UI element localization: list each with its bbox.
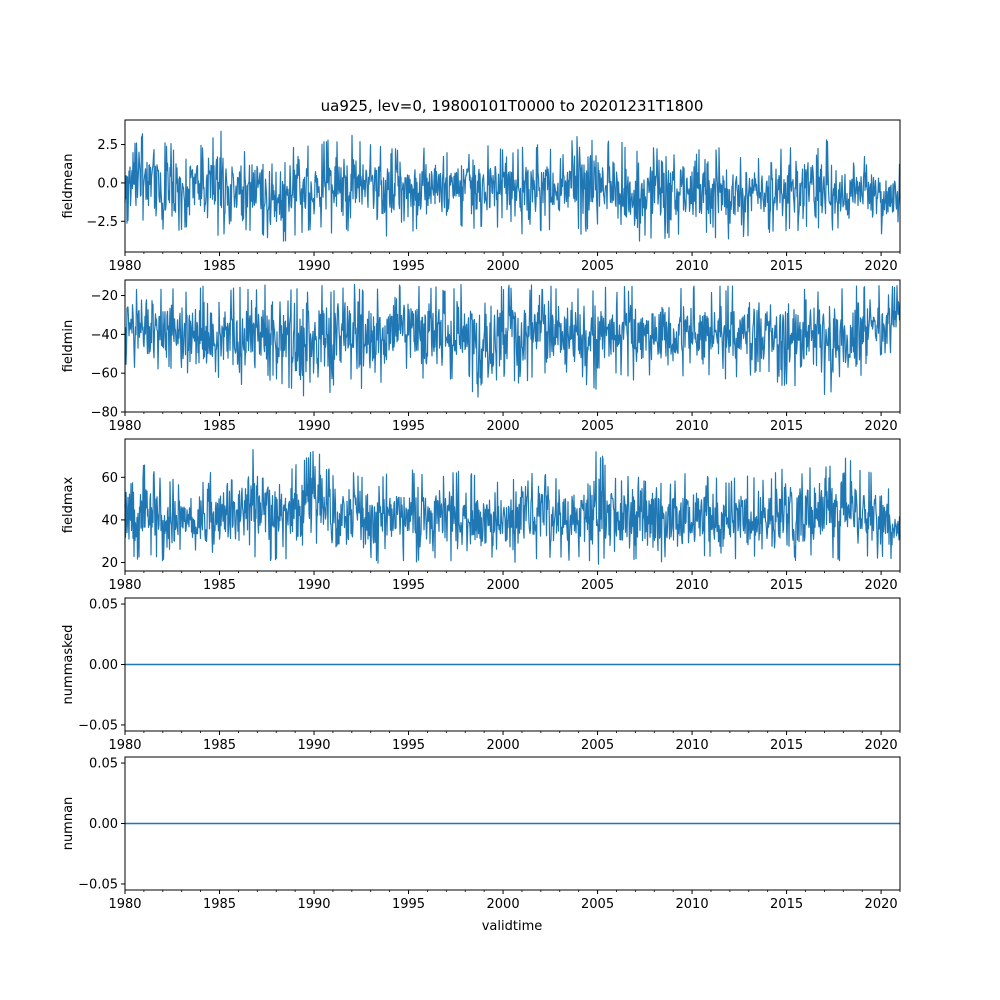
fieldmax-axes-frame: [124, 438, 901, 572]
fieldmean-axes-frame: [124, 119, 901, 253]
panel-nummasked: 0.05 0.00 −0.05 1980 1985 1990 1995 2000 2005 201…: [61, 597, 901, 753]
numnan-xtick-label: 1990: [297, 897, 330, 912]
fieldmax-series-line: [124, 449, 901, 565]
fieldmin-xtick-label: 1985: [203, 419, 236, 434]
fieldmean-ytick-label: 2.5: [97, 138, 118, 153]
numnan-xtick-label: 2000: [487, 897, 520, 912]
fieldmax-xtick-label: 1985: [203, 578, 236, 593]
numnan-ytick-label: 0.00: [89, 817, 118, 832]
numnan-xtick-label: 2010: [676, 897, 709, 912]
fieldmin-ytick-label: −80: [91, 406, 118, 421]
fieldmean-xtick-label: 1990: [297, 259, 330, 274]
fieldmin-xtick-label: 2005: [581, 419, 614, 434]
fieldmean-xtick-label: 2010: [676, 259, 709, 274]
numnan-y-axis-label: numnan: [61, 797, 76, 851]
fieldmin-xtick-label: 2010: [676, 419, 709, 434]
nummasked-xtick-label: 2000: [487, 738, 520, 753]
fieldmin-series-line: [124, 283, 901, 398]
fieldmin-ytick-label: −40: [91, 328, 118, 343]
fieldmean-xtick-label: 2000: [487, 259, 520, 274]
panel-numnan: 0.05 0.00 −0.05 1980 1985 1990 1995 2000 2005 201…: [61, 756, 901, 912]
nummasked-ytick-label: 0.05: [89, 598, 118, 613]
panels: 2.5 0.0 −2.5 1980 1985 1990 1995 2000 2005 2010 20…: [61, 119, 901, 912]
numnan-xtick-label: 2020: [865, 897, 898, 912]
fieldmin-xtick-label: 1980: [108, 419, 141, 434]
fieldmax-xtick-label: 1995: [392, 578, 425, 593]
fieldmean-xtick-label: 2020: [865, 259, 898, 274]
fieldmean-ytick-label: 0.0: [97, 176, 118, 191]
fieldmin-axes-frame: [124, 279, 901, 413]
fieldmax-xtick-label: 2000: [487, 578, 520, 593]
numnan-xtick-label: 1980: [108, 897, 141, 912]
panel-fieldmax: 60 40 20 1980 1985 1990 1995 2000 2005 2010 2015 20…: [61, 438, 901, 593]
fieldmax-xtick-label: 2020: [865, 578, 898, 593]
fieldmin-xtick-label: 1990: [297, 419, 330, 434]
fieldmean-xtick-label: 1985: [203, 259, 236, 274]
figure-title: ua925, lev=0, 19800101T0000 to 20201231T…: [321, 97, 704, 115]
numnan-xtick-label: 1985: [203, 897, 236, 912]
fieldmin-ytick-label: −20: [91, 289, 118, 304]
fieldmax-ytick-label: 20: [101, 556, 118, 571]
x-axis-label: validtime: [482, 919, 543, 934]
numnan-ytick-label: −0.05: [78, 877, 118, 892]
nummasked-xtick-label: 2010: [676, 738, 709, 753]
fieldmin-xtick-label: 2020: [865, 419, 898, 434]
fieldmean-xtick-label: 2005: [581, 259, 614, 274]
fieldmean-xtick-label: 1980: [108, 259, 141, 274]
nummasked-ytick-label: 0.00: [89, 658, 118, 673]
fieldmax-xtick-label: 1980: [108, 578, 141, 593]
fieldmean-xtick-label: 2015: [770, 259, 803, 274]
nummasked-xtick-label: 2005: [581, 738, 614, 753]
fieldmean-y-axis-label: fieldmean: [61, 154, 76, 219]
fieldmax-ytick-label: 60: [101, 471, 118, 486]
fieldmax-xtick-label: 1990: [297, 578, 330, 593]
fieldmin-ytick-label: −60: [91, 367, 118, 382]
fieldmax-xtick-label: 2015: [770, 578, 803, 593]
nummasked-y-axis-label: nummasked: [61, 625, 76, 705]
fieldmin-y-axis-label: fieldmin: [61, 320, 76, 373]
nummasked-ytick-label: −0.05: [78, 718, 118, 733]
fieldmax-ytick-label: 40: [101, 513, 118, 528]
nummasked-xtick-label: 1995: [392, 738, 425, 753]
fieldmean-series-line: [124, 130, 901, 242]
fieldmin-xtick-label: 1995: [392, 419, 425, 434]
nummasked-xtick-label: 2015: [770, 738, 803, 753]
fieldmean-xtick-label: 1995: [392, 259, 425, 274]
panel-fieldmean: 2.5 0.0 −2.5 1980 1985 1990 1995 2000 2005 2010 20…: [61, 119, 901, 274]
fieldmax-xtick-label: 2005: [581, 578, 614, 593]
nummasked-xtick-label: 2020: [865, 738, 898, 753]
nummasked-xtick-label: 1990: [297, 738, 330, 753]
numnan-xtick-label: 2005: [581, 897, 614, 912]
numnan-xtick-label: 2015: [770, 897, 803, 912]
fieldmean-ytick-label: −2.5: [86, 215, 118, 230]
nummasked-xtick-label: 1985: [203, 738, 236, 753]
nummasked-xtick-label: 1980: [108, 738, 141, 753]
fieldmax-y-axis-label: fieldmax: [61, 477, 76, 534]
fieldmin-xtick-label: 2015: [770, 419, 803, 434]
numnan-ytick-label: 0.05: [89, 757, 118, 772]
fieldmin-xtick-label: 2000: [487, 419, 520, 434]
fieldmax-xtick-label: 2010: [676, 578, 709, 593]
numnan-xtick-label: 1995: [392, 897, 425, 912]
